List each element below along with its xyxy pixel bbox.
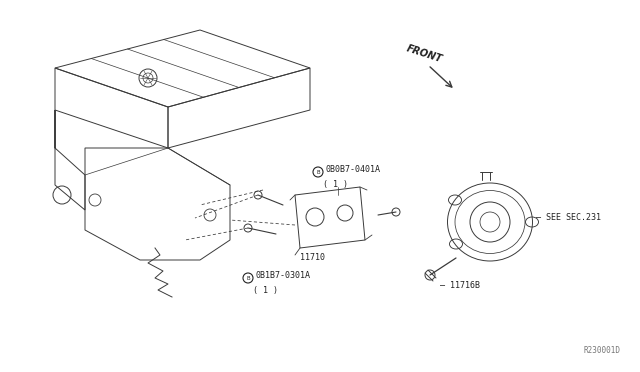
Text: ( 1 ): ( 1 ) [253,286,278,295]
Text: 0B1B7-0301A: 0B1B7-0301A [255,270,310,279]
Text: — SEE SEC.231: — SEE SEC.231 [536,212,601,221]
Text: R230001D: R230001D [583,346,620,355]
Text: 11710: 11710 [300,253,325,262]
Text: 0B0B7-0401A: 0B0B7-0401A [325,164,380,173]
Text: ( 1 ): ( 1 ) [323,180,348,189]
Text: — 11716B: — 11716B [440,280,480,289]
Text: FRONT: FRONT [405,43,444,64]
Text: B: B [246,276,250,280]
Text: B: B [316,170,320,174]
